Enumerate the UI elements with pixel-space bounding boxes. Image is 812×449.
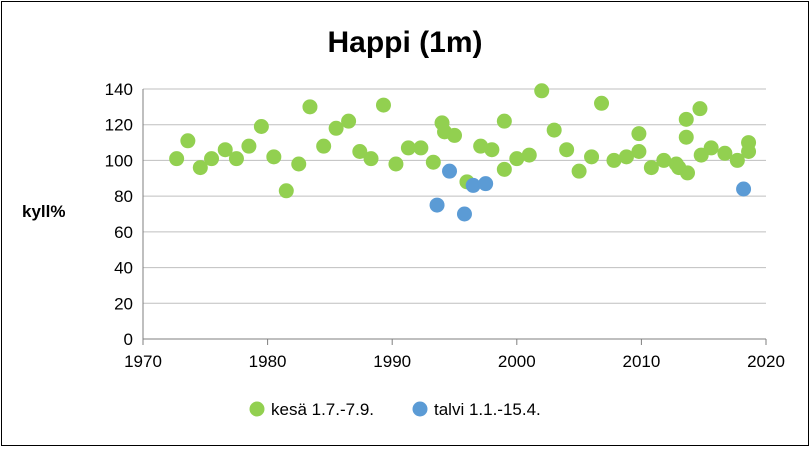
y-tick-label: 100 [105,151,133,170]
tick-labels: 0 20 40 60 80 100 120 140 1970 1980 1990 2000 2010 20… [105,80,785,371]
point-summer-46 [678,111,694,127]
point-summer-52 [717,145,733,161]
point-summer-12 [316,138,332,154]
point-summer-30 [509,151,525,167]
point-summer-20 [413,140,429,156]
point-summer-10 [291,156,307,172]
y-tick-label: 60 [114,223,133,242]
point-summer-40 [631,126,647,142]
x-tick-label: 1990 [373,352,411,371]
point-summer-39 [618,149,634,165]
point-summer-34 [559,142,575,158]
point-summer-11 [302,99,318,115]
point-winter-4 [478,176,494,192]
data-points [169,83,757,222]
y-tick-label: 120 [105,116,133,135]
point-summer-5 [228,151,244,167]
point-summer-28 [496,113,512,129]
point-summer-31 [521,147,537,163]
x-tick-label: 1970 [124,352,162,371]
point-summer-32 [534,83,550,99]
point-summer-16 [363,151,379,167]
y-tick-label: 40 [114,259,133,278]
x-tick-label: 2010 [622,352,660,371]
point-summer-7 [253,119,269,134]
point-summer-42 [643,160,659,176]
point-summer-47 [678,129,694,145]
point-summer-35 [571,163,587,179]
axes [142,89,767,345]
point-summer-21 [425,154,441,170]
point-summer-37 [594,95,610,111]
legend-label-winter: talvi 1.1.-15.4. [434,400,541,419]
point-summer-55 [741,144,757,159]
y-tick-label: 80 [114,187,133,206]
point-winter-0 [429,197,445,213]
y-tick-label: 20 [114,294,133,313]
point-summer-1 [180,133,196,149]
point-summer-51 [703,140,719,156]
legend: kesä 1.7.-7.9. talvi 1.1.-15.4. [249,400,541,419]
point-summer-36 [584,149,600,165]
point-summer-33 [546,122,562,138]
x-tick-label: 2020 [747,352,785,371]
point-summer-53 [729,152,745,168]
point-summer-0 [169,151,185,167]
point-summer-24 [447,127,462,143]
point-winter-2 [456,206,472,222]
x-tick-label: 1980 [249,352,287,371]
point-summer-18 [388,156,404,172]
point-summer-4 [217,142,233,158]
point-summer-43 [656,152,672,168]
point-summer-2 [192,160,208,176]
gridlines [143,88,766,304]
point-summer-29 [496,161,512,177]
legend-label-summer: kesä 1.7.-7.9. [271,400,374,419]
point-summer-48 [680,165,696,181]
y-tick-label: 0 [124,330,133,349]
point-summer-38 [606,152,622,168]
point-summer-6 [241,138,257,154]
point-summer-19 [400,140,416,156]
point-summer-8 [266,149,282,165]
point-summer-15 [352,144,368,159]
point-summer-9 [278,183,294,199]
chart-title: Happi (1m) [327,26,482,59]
x-tick-label: 2000 [498,352,536,371]
y-tick-label: 140 [105,80,133,99]
legend-marker-summer [249,401,265,417]
point-summer-13 [328,120,344,136]
point-summer-3 [204,151,220,167]
point-winter-1 [442,163,458,179]
point-winter-3 [465,177,481,193]
legend-marker-winter [412,401,428,417]
point-summer-49 [692,101,708,117]
point-summer-14 [341,113,357,129]
point-summer-41 [631,144,647,159]
point-summer-17 [375,97,391,113]
point-winter-5 [736,181,752,197]
point-summer-27 [484,142,500,158]
y-axis-label: kyll% [22,202,65,221]
